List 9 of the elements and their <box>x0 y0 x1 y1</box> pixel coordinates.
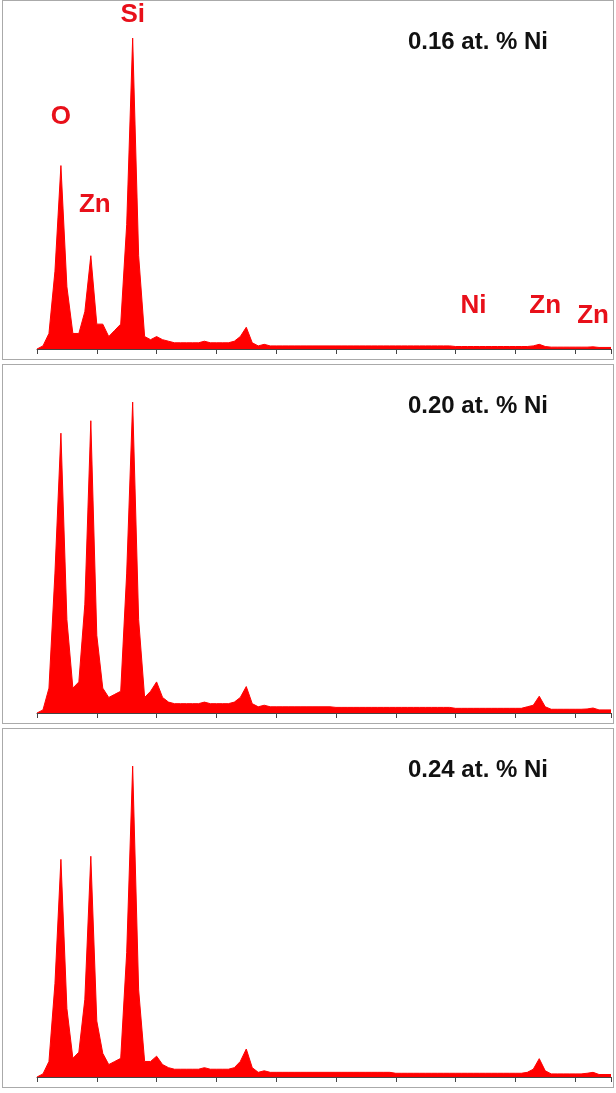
annotation: O <box>50 99 72 130</box>
chart-title: 0.24 at. % Ni <box>407 754 548 782</box>
annotation: Zn <box>577 299 609 330</box>
annotation: Zn <box>78 187 111 218</box>
text: Si <box>120 0 145 29</box>
chart-title: 0.16 at. % Ni <box>407 26 548 54</box>
annotation: Ni <box>460 288 487 319</box>
annotation: Zn <box>529 288 562 319</box>
chart-title: 0.20 at. % Ni <box>407 390 548 418</box>
